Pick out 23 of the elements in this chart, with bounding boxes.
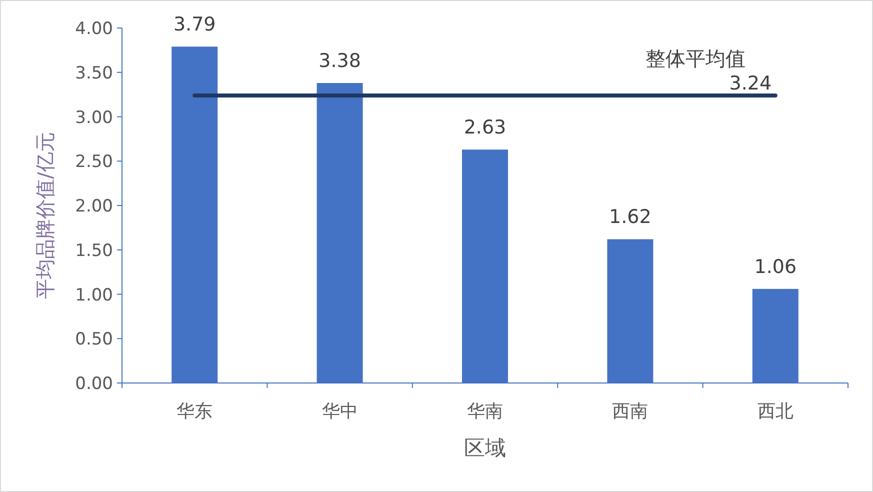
text: 3.00 (75, 108, 113, 128)
text: 4.00 (75, 19, 113, 39)
data-label: 3.38 (318, 50, 361, 72)
data-label: 3.79 (173, 14, 216, 36)
text: 2.50 (75, 152, 113, 172)
x-axis-title: 区域 (464, 436, 506, 460)
data-label: 1.62 (609, 206, 652, 228)
x-tick-label: 西北 (757, 401, 794, 422)
y-axis-title: 平均品牌价值/亿元 (33, 132, 57, 299)
text: 1.00 (75, 285, 113, 306)
text: 0.50 (75, 330, 113, 350)
text: 3.50 (75, 63, 113, 84)
text: 2.00 (75, 196, 113, 216)
series-label: 整体平均值 (645, 46, 746, 70)
data-label: 3.24 (729, 72, 772, 94)
x-tick-label: 华中 (322, 401, 358, 422)
text: 1.50 (75, 240, 113, 261)
data-label: 1.06 (754, 256, 797, 278)
data-label: 2.63 (464, 116, 506, 139)
x-tick-label: 西南 (612, 401, 648, 422)
x-tick-label: 华南 (467, 401, 503, 422)
text: 0.00 (75, 374, 113, 394)
x-tick-label: 华东 (176, 401, 213, 422)
